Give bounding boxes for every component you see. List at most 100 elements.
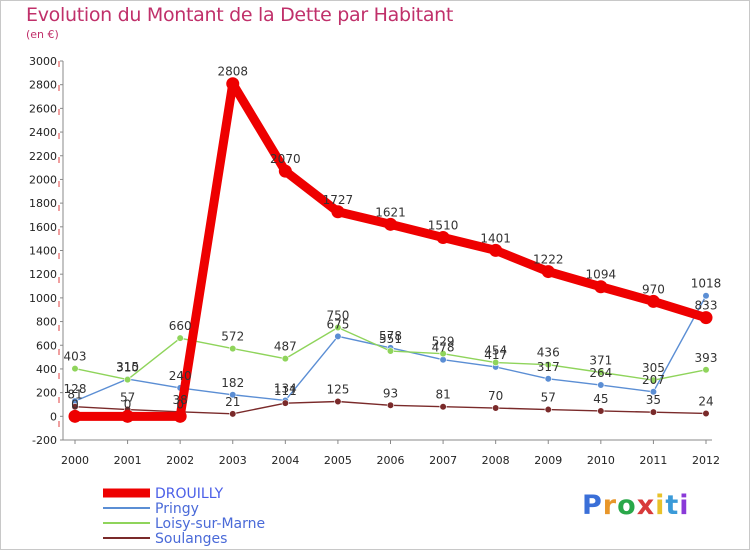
data-label: 572: [221, 330, 244, 344]
data-label: 487: [274, 340, 297, 354]
data-point: [699, 311, 713, 325]
data-label: 134: [274, 381, 297, 395]
y-tick-label: 200: [36, 387, 57, 400]
data-label: 2808: [217, 65, 248, 79]
data-label: 81: [435, 388, 450, 402]
brand-letter: t: [665, 490, 680, 521]
data-point: [649, 388, 658, 396]
data-point: [121, 409, 135, 423]
data-point: [597, 407, 605, 415]
data-point: [229, 410, 237, 418]
data-label: 2070: [270, 152, 301, 166]
data-point: [492, 404, 500, 412]
legend-label: Loisy-sur-Marne: [155, 516, 265, 532]
data-label: 24: [698, 394, 713, 408]
data-label: 93: [383, 386, 398, 400]
data-label: 317: [537, 360, 560, 374]
y-tick-label: 2200: [29, 150, 57, 163]
brand-letter: o: [617, 490, 637, 521]
data-point: [702, 409, 710, 418]
data-point: [544, 405, 552, 414]
data-label: 1222: [533, 253, 564, 267]
x-tick-label: 2001: [114, 454, 142, 467]
data-point: [439, 403, 447, 411]
data-label: 436: [537, 346, 560, 360]
data-point: [386, 401, 395, 409]
brand-letter: x: [636, 490, 656, 521]
data-label: 207: [642, 373, 665, 387]
data-label: 264: [589, 366, 612, 380]
data-label: 1621: [375, 205, 406, 219]
data-point: [229, 391, 237, 399]
data-point: [492, 358, 500, 367]
data-label: 240: [169, 369, 192, 383]
data-point: [281, 399, 289, 407]
data-label: 305: [642, 361, 665, 375]
brand-letter: i: [679, 490, 690, 521]
data-label: 111: [274, 384, 297, 398]
data-label: 0: [176, 397, 184, 411]
data-point: [334, 332, 342, 340]
x-tick-label: 2003: [219, 454, 247, 467]
data-label: 1401: [480, 231, 511, 245]
data-label: 1018: [691, 277, 722, 291]
chart-title: Evolution du Montant de la Dette par Hab…: [26, 4, 454, 26]
x-tick-label: 2009: [534, 454, 562, 467]
data-point: [281, 355, 289, 363]
x-tick-label: 2002: [166, 454, 194, 467]
data-point: [489, 243, 503, 257]
data-point: [646, 294, 660, 308]
data-point: [229, 344, 237, 353]
x-tick-label: 2004: [271, 454, 299, 467]
data-point: [702, 366, 710, 374]
brand-letter: i: [655, 490, 666, 521]
data-point: [173, 409, 187, 423]
data-point: [384, 217, 397, 231]
y-tick-label: 600: [36, 339, 57, 352]
y-tick-label: 1400: [29, 245, 57, 258]
y-tick-label: 800: [36, 316, 57, 329]
x-tick-label: 2000: [61, 454, 89, 467]
data-point: [597, 381, 605, 389]
y-tick-label: 2600: [29, 102, 57, 115]
chart-subtitle: (en €): [26, 28, 59, 41]
data-label: 35: [646, 393, 661, 407]
data-label: 315: [116, 360, 139, 374]
y-tick-label: 2800: [29, 79, 57, 92]
x-tick-label: 2010: [587, 454, 615, 467]
data-label: 70: [488, 389, 503, 403]
brand-letter: r: [602, 490, 618, 521]
data-label: 57: [120, 391, 135, 405]
data-point: [544, 375, 552, 383]
data-label: 750: [326, 308, 349, 322]
data-label: 417: [484, 348, 507, 362]
data-label: 578: [379, 329, 402, 343]
data-label: 833: [695, 299, 718, 313]
x-tick-label: 2012: [692, 454, 720, 467]
data-point: [594, 280, 608, 294]
data-point: [649, 376, 658, 384]
data-point: [436, 230, 450, 244]
data-point: [649, 408, 658, 416]
x-tick-label: 2006: [377, 454, 405, 467]
legend-label: Pringy: [155, 501, 199, 517]
data-point: [597, 368, 605, 376]
data-point: [439, 350, 447, 358]
data-label: 660: [169, 319, 192, 333]
data-label: 38: [173, 393, 188, 407]
y-tick-label: 3000: [29, 55, 57, 68]
x-tick-label: 2008: [482, 454, 510, 467]
data-point: [71, 364, 79, 373]
y-tick-label: 2400: [29, 126, 57, 139]
data-point: [386, 347, 395, 355]
x-tick-label: 2007: [429, 454, 457, 467]
y-tick-label: 2000: [29, 173, 57, 186]
brand-letter: P: [582, 490, 603, 521]
data-label: 81: [67, 388, 82, 402]
data-label: 1094: [586, 268, 617, 282]
data-label: 0: [124, 397, 132, 411]
x-tick-label: 2005: [324, 454, 352, 467]
data-point: [226, 77, 240, 91]
